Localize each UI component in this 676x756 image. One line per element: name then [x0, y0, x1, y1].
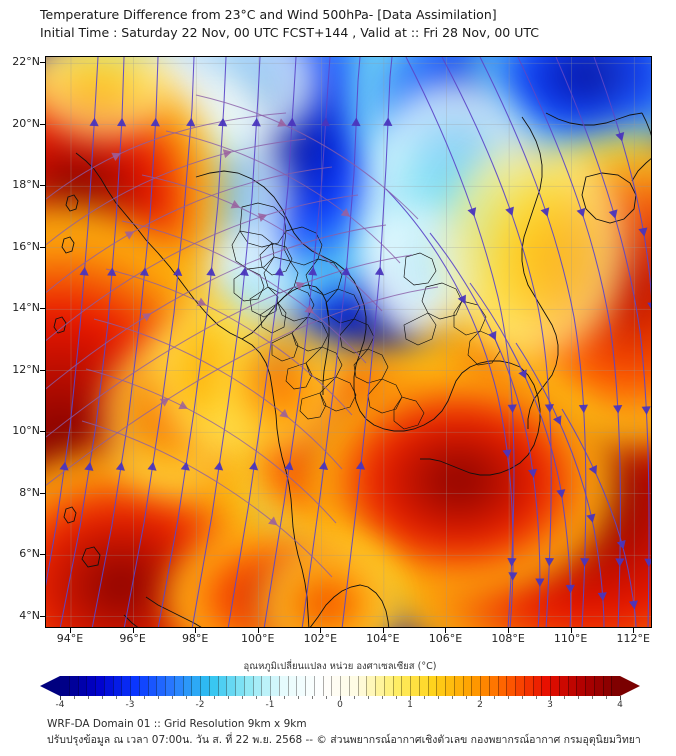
y-tick-12°N: 12°N: [12, 362, 40, 376]
map-plot-area[interactable]: [45, 56, 652, 628]
x-tick-104°E: 104°E: [366, 632, 400, 645]
colorbar-tick-3: 3: [547, 700, 553, 710]
colorbar-tick--4: -4: [55, 700, 65, 710]
y-tick-8°N: 8°N: [19, 485, 40, 499]
colorbar-strip: [40, 676, 640, 696]
colorbar-max-extension-arrow: [620, 676, 640, 696]
x-tick-110°E: 110°E: [553, 632, 588, 645]
title-block: Temperature Difference from 23°C and Win…: [40, 6, 660, 42]
y-tick-6°N: 6°N: [19, 547, 40, 561]
colorbar-tick-1: 1: [407, 700, 413, 710]
x-tick-112°E: 112°E: [616, 632, 650, 645]
chart-subtitle: Initial Time : Saturday 22 Nov, 00 UTC F…: [40, 25, 539, 40]
x-tick-96°E: 96°E: [119, 632, 146, 645]
chart-title: Temperature Difference from 23°C and Win…: [40, 7, 497, 22]
y-tick-10°N: 10°N: [12, 424, 40, 438]
colorbar-gradient: [60, 676, 621, 696]
colorbar-tick-0: 0: [337, 700, 343, 710]
y-tick-16°N: 16°N: [12, 239, 40, 253]
colorbar-title: อุณหภูมิเปลี่ยนแปลง หน่วย องศาเซลเซียส (…: [243, 661, 437, 672]
colorbar[interactable]: อุณหภูมิเปลี่ยนแปลง หน่วย องศาเซลเซียส (…: [40, 660, 640, 712]
y-tick-4°N: 4°N: [19, 608, 40, 622]
colorbar-tick-4: 4: [617, 700, 623, 710]
colorbar-tick-2: 2: [477, 700, 483, 710]
x-tick-100°E: 100°E: [241, 632, 275, 645]
footer-domain-info: WRF-DA Domain 01 :: Grid Resolution 9km …: [47, 718, 307, 730]
colorbar-min-extension-arrow: [40, 676, 60, 696]
footer-credit: ปรับปรุงข้อมูล ณ เวลา 07:00น. วัน ส. ที่…: [47, 734, 641, 746]
x-tick-106°E: 106°E: [428, 632, 463, 645]
colorbar-tick--3: -3: [125, 700, 135, 710]
y-tick-18°N: 18°N: [12, 178, 40, 192]
footer-block: WRF-DA Domain 01 :: Grid Resolution 9km …: [47, 716, 667, 748]
wind-streamlines: [46, 57, 651, 627]
y-tick-14°N: 14°N: [12, 301, 40, 315]
x-tick-94°E: 94°E: [56, 632, 84, 645]
x-tick-102°E: 102°E: [303, 632, 338, 645]
x-tick-98°E: 98°E: [181, 632, 209, 645]
colorbar-tick--2: -2: [195, 700, 205, 710]
y-tick-20°N: 20°N: [12, 116, 40, 130]
colorbar-tick--1: -1: [265, 700, 275, 710]
x-tick-108°E: 108°E: [491, 632, 525, 645]
y-tick-22°N: 22°N: [12, 55, 40, 69]
colorbar-ticks: -4 -3 -2 -1 0 1 2 3 4: [40, 696, 640, 712]
